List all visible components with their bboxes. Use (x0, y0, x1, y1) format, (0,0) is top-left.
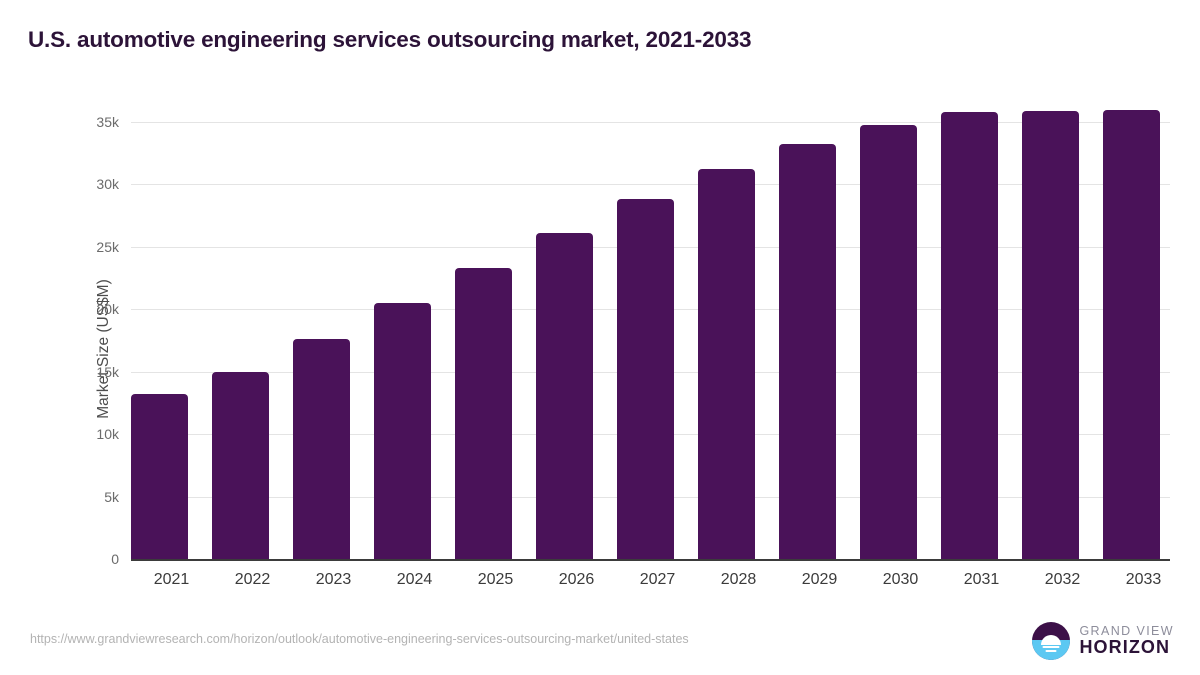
y-axis-tick-label: 35k (96, 114, 119, 130)
bar-2021[interactable] (131, 394, 188, 559)
brand-name-primary: GRAND VIEW (1079, 623, 1174, 638)
bar-2030[interactable] (860, 124, 917, 559)
horizon-logo-icon (1032, 622, 1071, 660)
gridline (131, 122, 1170, 123)
y-axis-tick-label: 10k (96, 426, 119, 443)
y-axis-tick-label: 15k (96, 363, 119, 380)
x-axis-tick-label: 2033 (1125, 571, 1162, 588)
page-title: U.S. automotive engineering services out… (28, 27, 752, 52)
bar-slot (131, 122, 212, 559)
y-axis-tick-label: 25k (96, 238, 119, 255)
bar-series (131, 109, 1170, 559)
bar-slot (1103, 109, 1184, 559)
bar-2032[interactable] (1022, 110, 1079, 559)
bar-2022[interactable] (212, 371, 269, 559)
x-axis-tick-label: 2030 (882, 571, 919, 588)
bar-2027[interactable] (617, 199, 674, 559)
brand-logo: GRAND VIEW HORIZON (1032, 620, 1174, 662)
bar-2025[interactable] (455, 268, 512, 559)
bar-2031[interactable] (941, 112, 998, 559)
brand-logo-text: GRAND VIEW HORIZON (1079, 623, 1174, 658)
bar-slot (1022, 110, 1103, 559)
x-axis-tick-label: 2032 (1044, 571, 1081, 588)
x-axis-tick-label: 2024 (396, 571, 433, 588)
bar-2023[interactable] (293, 339, 350, 559)
brand-name-secondary: HORIZON (1079, 637, 1171, 658)
y-axis-tick-label: 20k (96, 301, 119, 318)
bar-slot (374, 122, 455, 559)
y-axis-tick-label: 5k (104, 488, 119, 505)
y-axis-tick-label: 30k (96, 176, 119, 193)
source-url[interactable]: https://www.grandviewresearch.com/horizo… (30, 632, 689, 646)
x-axis-tick-label: 2023 (315, 571, 352, 588)
y-axis-tick-label: 0 (111, 551, 119, 567)
bar-slot (293, 122, 374, 559)
logo-dome-shape (1041, 634, 1062, 645)
bar-2024[interactable] (374, 303, 431, 559)
x-axis-tick-label: 2029 (801, 571, 838, 588)
x-axis-tick-label: 2031 (963, 571, 1000, 588)
x-axis-tick-label: 2026 (558, 571, 595, 588)
x-axis-tick-label: 2028 (720, 571, 757, 588)
bar-slot (860, 122, 941, 559)
x-axis-tick-label: 2027 (639, 571, 676, 588)
bar-slot (617, 122, 698, 559)
bar-slot (212, 122, 293, 559)
bar-slot (941, 112, 1022, 559)
bar-slot (698, 122, 779, 559)
bar-2028[interactable] (698, 169, 755, 559)
x-axis-tick-label: 2025 (477, 571, 514, 588)
bar-slot (536, 122, 617, 559)
logo-line-lower (1045, 650, 1057, 653)
gridline (131, 184, 1170, 186)
x-axis-tick-label: 2021 (153, 571, 190, 588)
bar-slot (455, 122, 536, 559)
bar-2033[interactable] (1103, 109, 1160, 559)
bar-2029[interactable] (779, 144, 836, 559)
logo-line-upper (1042, 645, 1060, 649)
bar-slot (779, 122, 860, 559)
bar-2026[interactable] (536, 233, 593, 559)
x-axis-line (131, 559, 1170, 561)
x-axis-tick-label: 2022 (234, 571, 271, 588)
